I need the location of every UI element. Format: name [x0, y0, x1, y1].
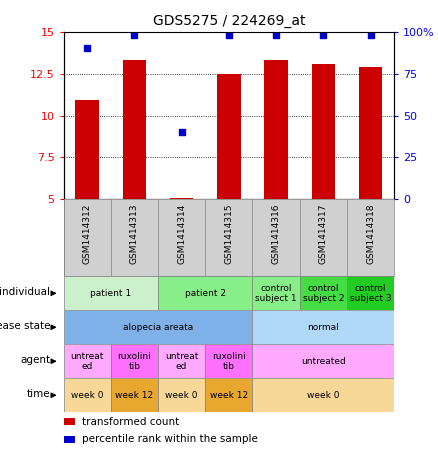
Text: GSM1414313: GSM1414313	[130, 203, 139, 264]
Bar	[158, 344, 205, 378]
Point	[320, 31, 327, 39]
Text: percentile rank within the sample: percentile rank within the sample	[82, 434, 258, 444]
Text: GSM1414314: GSM1414314	[177, 203, 186, 264]
Text: GSM1414312: GSM1414312	[83, 203, 92, 264]
Text: week 12: week 12	[115, 391, 153, 400]
Text: control
subject 1: control subject 1	[255, 284, 297, 303]
Bar	[158, 378, 205, 412]
Bar	[64, 310, 252, 344]
Bar	[64, 378, 111, 412]
Bar	[311, 63, 335, 283]
Text: control
subject 2: control subject 2	[303, 284, 344, 303]
Text: patient 1: patient 1	[90, 289, 131, 298]
Text: GSM1414316: GSM1414316	[272, 203, 281, 264]
Text: untreat
ed: untreat ed	[165, 352, 198, 371]
Bar	[347, 276, 394, 310]
Text: alopecia areata: alopecia areata	[123, 323, 193, 332]
Point	[272, 31, 279, 39]
Bar	[264, 60, 288, 283]
Bar	[64, 344, 111, 378]
Text: ruxolini
tib: ruxolini tib	[212, 352, 246, 371]
Text: GSM1414315: GSM1414315	[224, 203, 233, 264]
Bar	[75, 101, 99, 283]
Title: GDS5275 / 224269_at: GDS5275 / 224269_at	[152, 14, 305, 28]
Bar	[111, 344, 158, 378]
Bar	[252, 344, 394, 378]
Text: GSM1414318: GSM1414318	[366, 203, 375, 264]
Text: transformed count: transformed count	[82, 417, 179, 427]
Text: ruxolini
tib: ruxolini tib	[117, 352, 151, 371]
Text: GSM1414317: GSM1414317	[319, 203, 328, 264]
Bar	[359, 67, 382, 283]
Bar	[170, 198, 194, 283]
Text: individual: individual	[0, 287, 50, 297]
Text: agent: agent	[20, 355, 50, 365]
Bar	[252, 378, 394, 412]
Text: week 0: week 0	[166, 391, 198, 400]
Bar	[158, 276, 252, 310]
Text: week 0: week 0	[307, 391, 339, 400]
Point	[178, 129, 185, 136]
Text: untreat
ed: untreat ed	[71, 352, 104, 371]
Text: time: time	[27, 389, 50, 399]
Text: disease state: disease state	[0, 321, 50, 331]
Text: untreated: untreated	[301, 357, 346, 366]
Text: control
subject 3: control subject 3	[350, 284, 392, 303]
Bar	[64, 436, 75, 443]
Bar	[64, 418, 75, 425]
Bar	[252, 276, 300, 310]
Bar	[64, 276, 158, 310]
Bar	[252, 310, 394, 344]
Bar	[205, 378, 252, 412]
Text: week 0: week 0	[71, 391, 103, 400]
Text: week 12: week 12	[210, 391, 248, 400]
Bar	[123, 60, 146, 283]
Bar	[111, 378, 158, 412]
Bar	[217, 74, 240, 283]
Text: normal: normal	[307, 323, 339, 332]
Bar	[205, 344, 252, 378]
Point	[84, 45, 91, 52]
Text: patient 2: patient 2	[185, 289, 226, 298]
Point	[367, 31, 374, 39]
Bar	[300, 276, 347, 310]
Point	[131, 31, 138, 39]
Point	[225, 31, 232, 39]
